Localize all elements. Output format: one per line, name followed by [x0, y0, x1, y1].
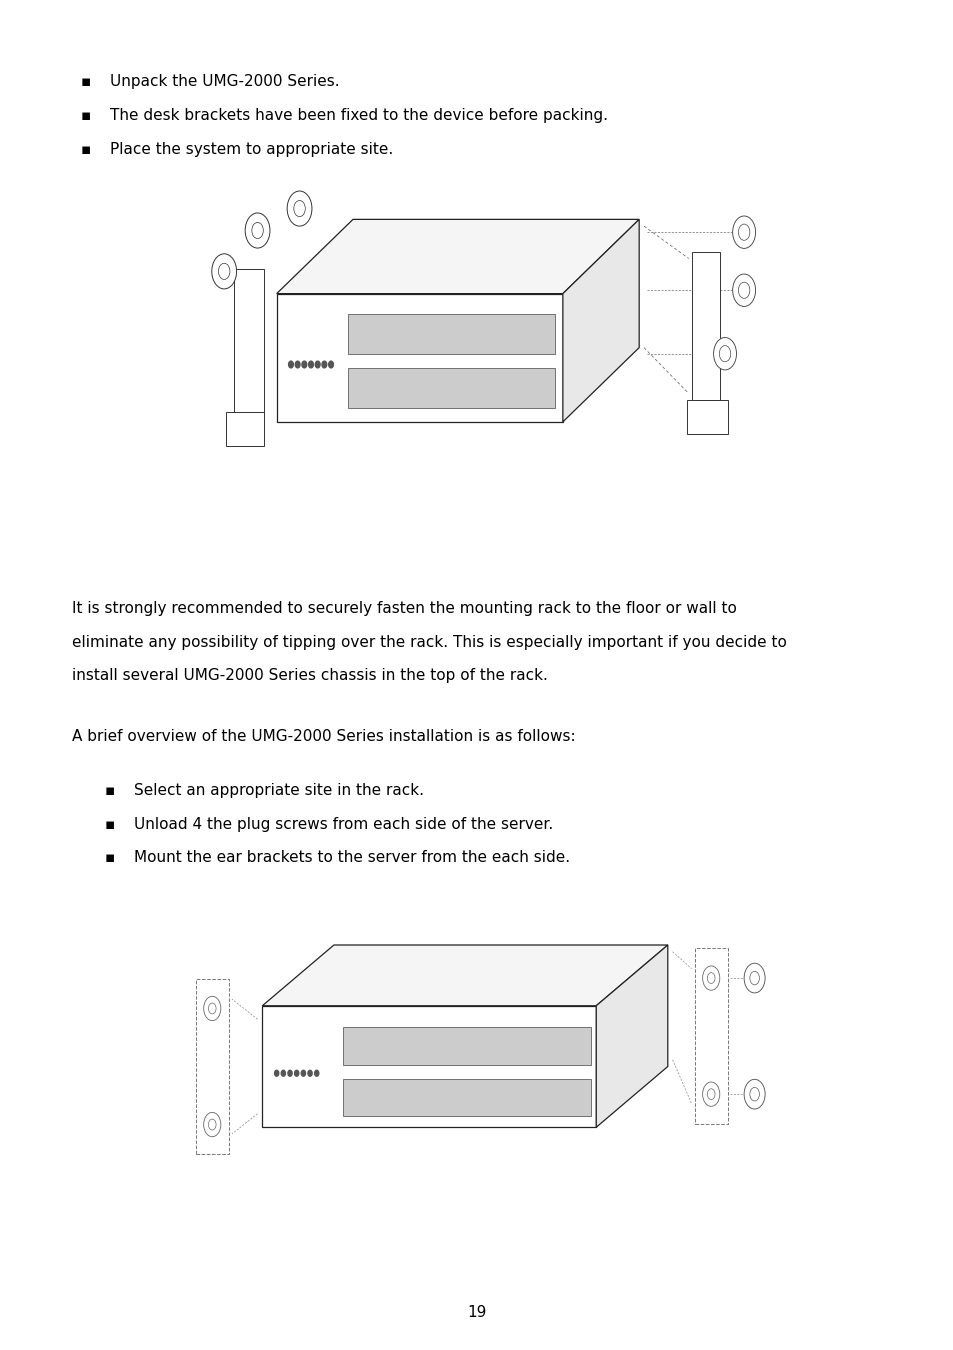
Text: Unpack the UMG-2000 Series.: Unpack the UMG-2000 Series.: [110, 74, 339, 89]
Text: ▪: ▪: [81, 74, 91, 89]
Circle shape: [281, 1071, 285, 1076]
Circle shape: [732, 274, 755, 306]
Circle shape: [322, 362, 326, 369]
Text: It is strongly recommended to securely fasten the mounting rack to the floor or : It is strongly recommended to securely f…: [71, 601, 736, 616]
Circle shape: [315, 362, 320, 369]
Text: Mount the ear brackets to the server from the each side.: Mount the ear brackets to the server fro…: [133, 850, 569, 865]
Circle shape: [209, 1119, 216, 1130]
Circle shape: [701, 967, 719, 991]
Polygon shape: [343, 1079, 591, 1116]
Circle shape: [328, 362, 334, 369]
Circle shape: [743, 964, 764, 994]
Circle shape: [287, 192, 312, 227]
Circle shape: [749, 1088, 759, 1102]
Circle shape: [719, 346, 730, 362]
Text: ▪: ▪: [105, 850, 115, 865]
Circle shape: [738, 224, 749, 240]
Polygon shape: [348, 369, 555, 408]
Circle shape: [218, 263, 230, 279]
Text: ▪: ▪: [81, 108, 91, 123]
Polygon shape: [596, 945, 667, 1127]
Text: The desk brackets have been fixed to the device before packing.: The desk brackets have been fixed to the…: [110, 108, 607, 123]
Circle shape: [706, 973, 715, 983]
Text: Unload 4 the plug screws from each side of the server.: Unload 4 the plug screws from each side …: [133, 817, 552, 832]
Text: install several UMG-2000 Series chassis in the top of the rack.: install several UMG-2000 Series chassis …: [71, 668, 547, 683]
Polygon shape: [348, 315, 555, 354]
Text: eliminate any possibility of tipping over the rack. This is especially important: eliminate any possibility of tipping ove…: [71, 634, 785, 649]
Circle shape: [301, 1071, 305, 1076]
Circle shape: [701, 1083, 719, 1107]
Polygon shape: [562, 220, 639, 421]
Circle shape: [209, 1003, 216, 1014]
Text: ▪: ▪: [81, 142, 91, 157]
Circle shape: [308, 1071, 312, 1076]
Text: Place the system to appropriate site.: Place the system to appropriate site.: [110, 142, 393, 157]
Circle shape: [289, 362, 294, 369]
Polygon shape: [262, 945, 667, 1006]
Circle shape: [212, 254, 236, 289]
Polygon shape: [226, 413, 264, 447]
Text: ▪: ▪: [105, 783, 115, 798]
Circle shape: [204, 1112, 221, 1137]
Circle shape: [713, 338, 736, 370]
Circle shape: [749, 972, 759, 986]
Circle shape: [295, 362, 300, 369]
Circle shape: [274, 1071, 278, 1076]
Text: Select an appropriate site in the rack.: Select an appropriate site in the rack.: [133, 783, 423, 798]
Polygon shape: [262, 1006, 596, 1127]
Circle shape: [245, 213, 270, 248]
Polygon shape: [343, 1027, 591, 1065]
Polygon shape: [691, 252, 720, 400]
Circle shape: [309, 362, 313, 369]
Polygon shape: [233, 270, 264, 413]
Circle shape: [294, 1071, 298, 1076]
Text: ▪: ▪: [105, 817, 115, 832]
Polygon shape: [686, 400, 727, 435]
Circle shape: [288, 1071, 292, 1076]
Circle shape: [743, 1080, 764, 1110]
Circle shape: [314, 1071, 318, 1076]
Circle shape: [732, 216, 755, 248]
Circle shape: [706, 1088, 715, 1099]
Polygon shape: [195, 979, 229, 1154]
Circle shape: [252, 223, 263, 239]
Circle shape: [738, 282, 749, 298]
Circle shape: [204, 996, 221, 1021]
Circle shape: [302, 362, 307, 369]
Text: A brief overview of the UMG-2000 Series installation is as follows:: A brief overview of the UMG-2000 Series …: [71, 729, 575, 744]
Polygon shape: [276, 220, 639, 294]
Polygon shape: [276, 294, 562, 421]
Polygon shape: [694, 948, 727, 1123]
Text: 19: 19: [467, 1305, 486, 1320]
Circle shape: [294, 201, 305, 216]
